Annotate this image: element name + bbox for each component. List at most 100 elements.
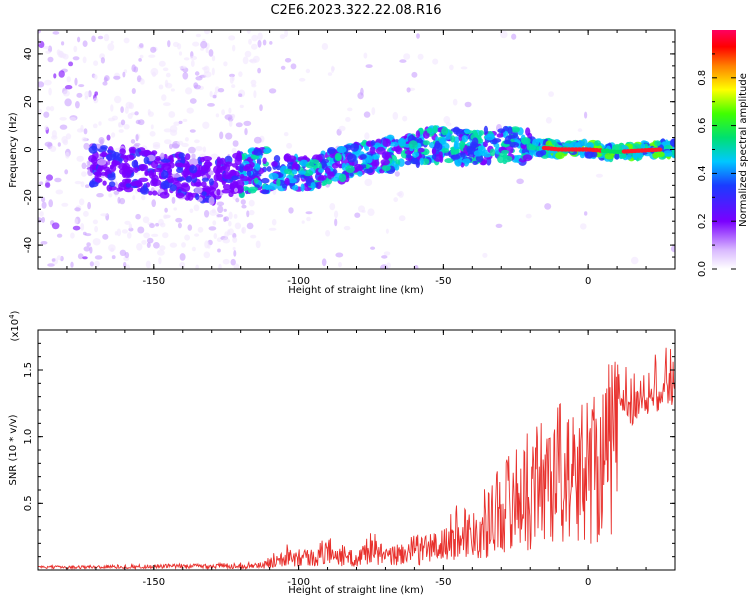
- ridge-blob: [253, 177, 259, 184]
- noise-blob: [80, 124, 84, 132]
- noise-blob: [399, 59, 407, 63]
- noise-blob: [86, 242, 91, 247]
- noise-blob: [175, 217, 183, 223]
- noise-blob: [191, 246, 196, 252]
- noise-blob: [290, 63, 297, 70]
- noise-blob: [114, 231, 118, 236]
- noise-blob: [143, 232, 151, 239]
- noise-blob: [131, 88, 136, 94]
- noise-blob: [396, 192, 403, 197]
- noise-blob: [411, 71, 418, 78]
- noise-blob: [194, 139, 200, 144]
- noise-blob: [334, 210, 339, 219]
- noise-blob: [211, 55, 216, 62]
- noise-blob: [93, 74, 98, 80]
- noise-blob: [211, 67, 215, 76]
- noise-blob: [393, 197, 399, 203]
- ridge-blob: [125, 154, 135, 161]
- ridge-blob: [444, 158, 454, 164]
- chart-title: C2E6.2023.322.22.08.R16: [270, 3, 441, 18]
- ridge-blob: [460, 152, 466, 158]
- noise-blob: [159, 245, 166, 251]
- noise-blob: [61, 136, 68, 144]
- ridge-blob: [663, 150, 673, 157]
- noise-blob: [85, 184, 90, 188]
- noise-blob: [386, 262, 391, 269]
- noise-blob: [83, 128, 88, 135]
- noise-blob: [51, 130, 58, 138]
- ridge-blob: [204, 159, 211, 169]
- ridge-blob: [472, 160, 478, 165]
- noise-blob: [194, 233, 200, 237]
- ridge-blob: [375, 146, 386, 155]
- noise-blob: [74, 180, 82, 185]
- noise-blob: [135, 119, 141, 125]
- noise-blob: [118, 122, 121, 128]
- noise-blob: [54, 177, 62, 183]
- ridge-blob: [433, 142, 443, 151]
- noise-blob: [545, 117, 552, 124]
- colorbar-gradient: [712, 30, 736, 269]
- noise-blob: [211, 208, 216, 214]
- noise-blob: [284, 30, 288, 38]
- spectrogram-panel: -150 -100 -50 0 -40 -20 0 20 40 Height of straig…: [8, 29, 676, 296]
- noise-blob: [445, 122, 452, 127]
- noise-blob: [208, 49, 214, 57]
- ridge-blob: [327, 147, 336, 154]
- noise-blob: [181, 242, 186, 248]
- ridge-blob: [99, 152, 109, 157]
- ridge-blob: [93, 171, 103, 176]
- ridge-blob: [594, 140, 601, 147]
- noise-blob: [118, 129, 124, 133]
- noise-blob: [164, 207, 168, 213]
- noise-blob: [178, 120, 183, 125]
- y-tick-label: 0.5: [23, 495, 34, 511]
- noise-blob: [158, 60, 166, 67]
- noise-blob: [113, 190, 120, 195]
- ridge-blob: [268, 172, 279, 180]
- noise-blob: [77, 253, 84, 260]
- noise-blob: [511, 33, 517, 40]
- noise-blob: [58, 70, 65, 78]
- ridge-blob: [507, 126, 513, 136]
- noise-blob: [163, 214, 171, 219]
- noise-blob: [201, 66, 208, 71]
- noise-blob: [385, 228, 389, 234]
- noise-blob: [65, 85, 73, 90]
- noise-blob: [137, 226, 145, 234]
- noise-blob: [630, 256, 639, 265]
- noise-blob: [39, 211, 44, 217]
- ridge-blob: [232, 181, 239, 189]
- ridge-blob: [452, 126, 461, 135]
- ridge-blob: [503, 155, 513, 163]
- ridge-blob: [303, 169, 314, 177]
- noise-blob: [179, 253, 186, 261]
- noise-blob: [202, 146, 207, 153]
- noise-blob: [177, 222, 182, 229]
- noise-blob: [548, 91, 554, 97]
- ridge-blob: [202, 156, 212, 162]
- ridge-blob: [454, 157, 462, 167]
- noise-blob: [57, 142, 61, 147]
- ridge-blob: [261, 177, 270, 184]
- noise-blob: [158, 84, 164, 90]
- noise-blob: [358, 205, 365, 213]
- ridge-blob: [338, 164, 343, 169]
- ridge-blob: [203, 185, 210, 191]
- ridge-blob: [450, 154, 461, 160]
- noise-blob: [148, 54, 156, 58]
- noise-blob: [146, 237, 154, 244]
- noise-blob: [74, 207, 81, 212]
- noise-blob: [49, 105, 55, 112]
- noise-blob: [62, 53, 69, 60]
- noise-blob: [231, 84, 236, 88]
- noise-blob: [74, 218, 78, 225]
- noise-blob: [172, 41, 179, 48]
- noise-blob: [149, 223, 155, 229]
- snr-scale-label: (x104): [8, 310, 21, 341]
- noise-blob: [140, 78, 145, 85]
- noise-blob: [82, 256, 88, 260]
- spectrogram-ylabel: Frequency (Hz): [8, 112, 19, 188]
- noise-blob: [96, 193, 104, 198]
- noise-blob: [417, 53, 424, 60]
